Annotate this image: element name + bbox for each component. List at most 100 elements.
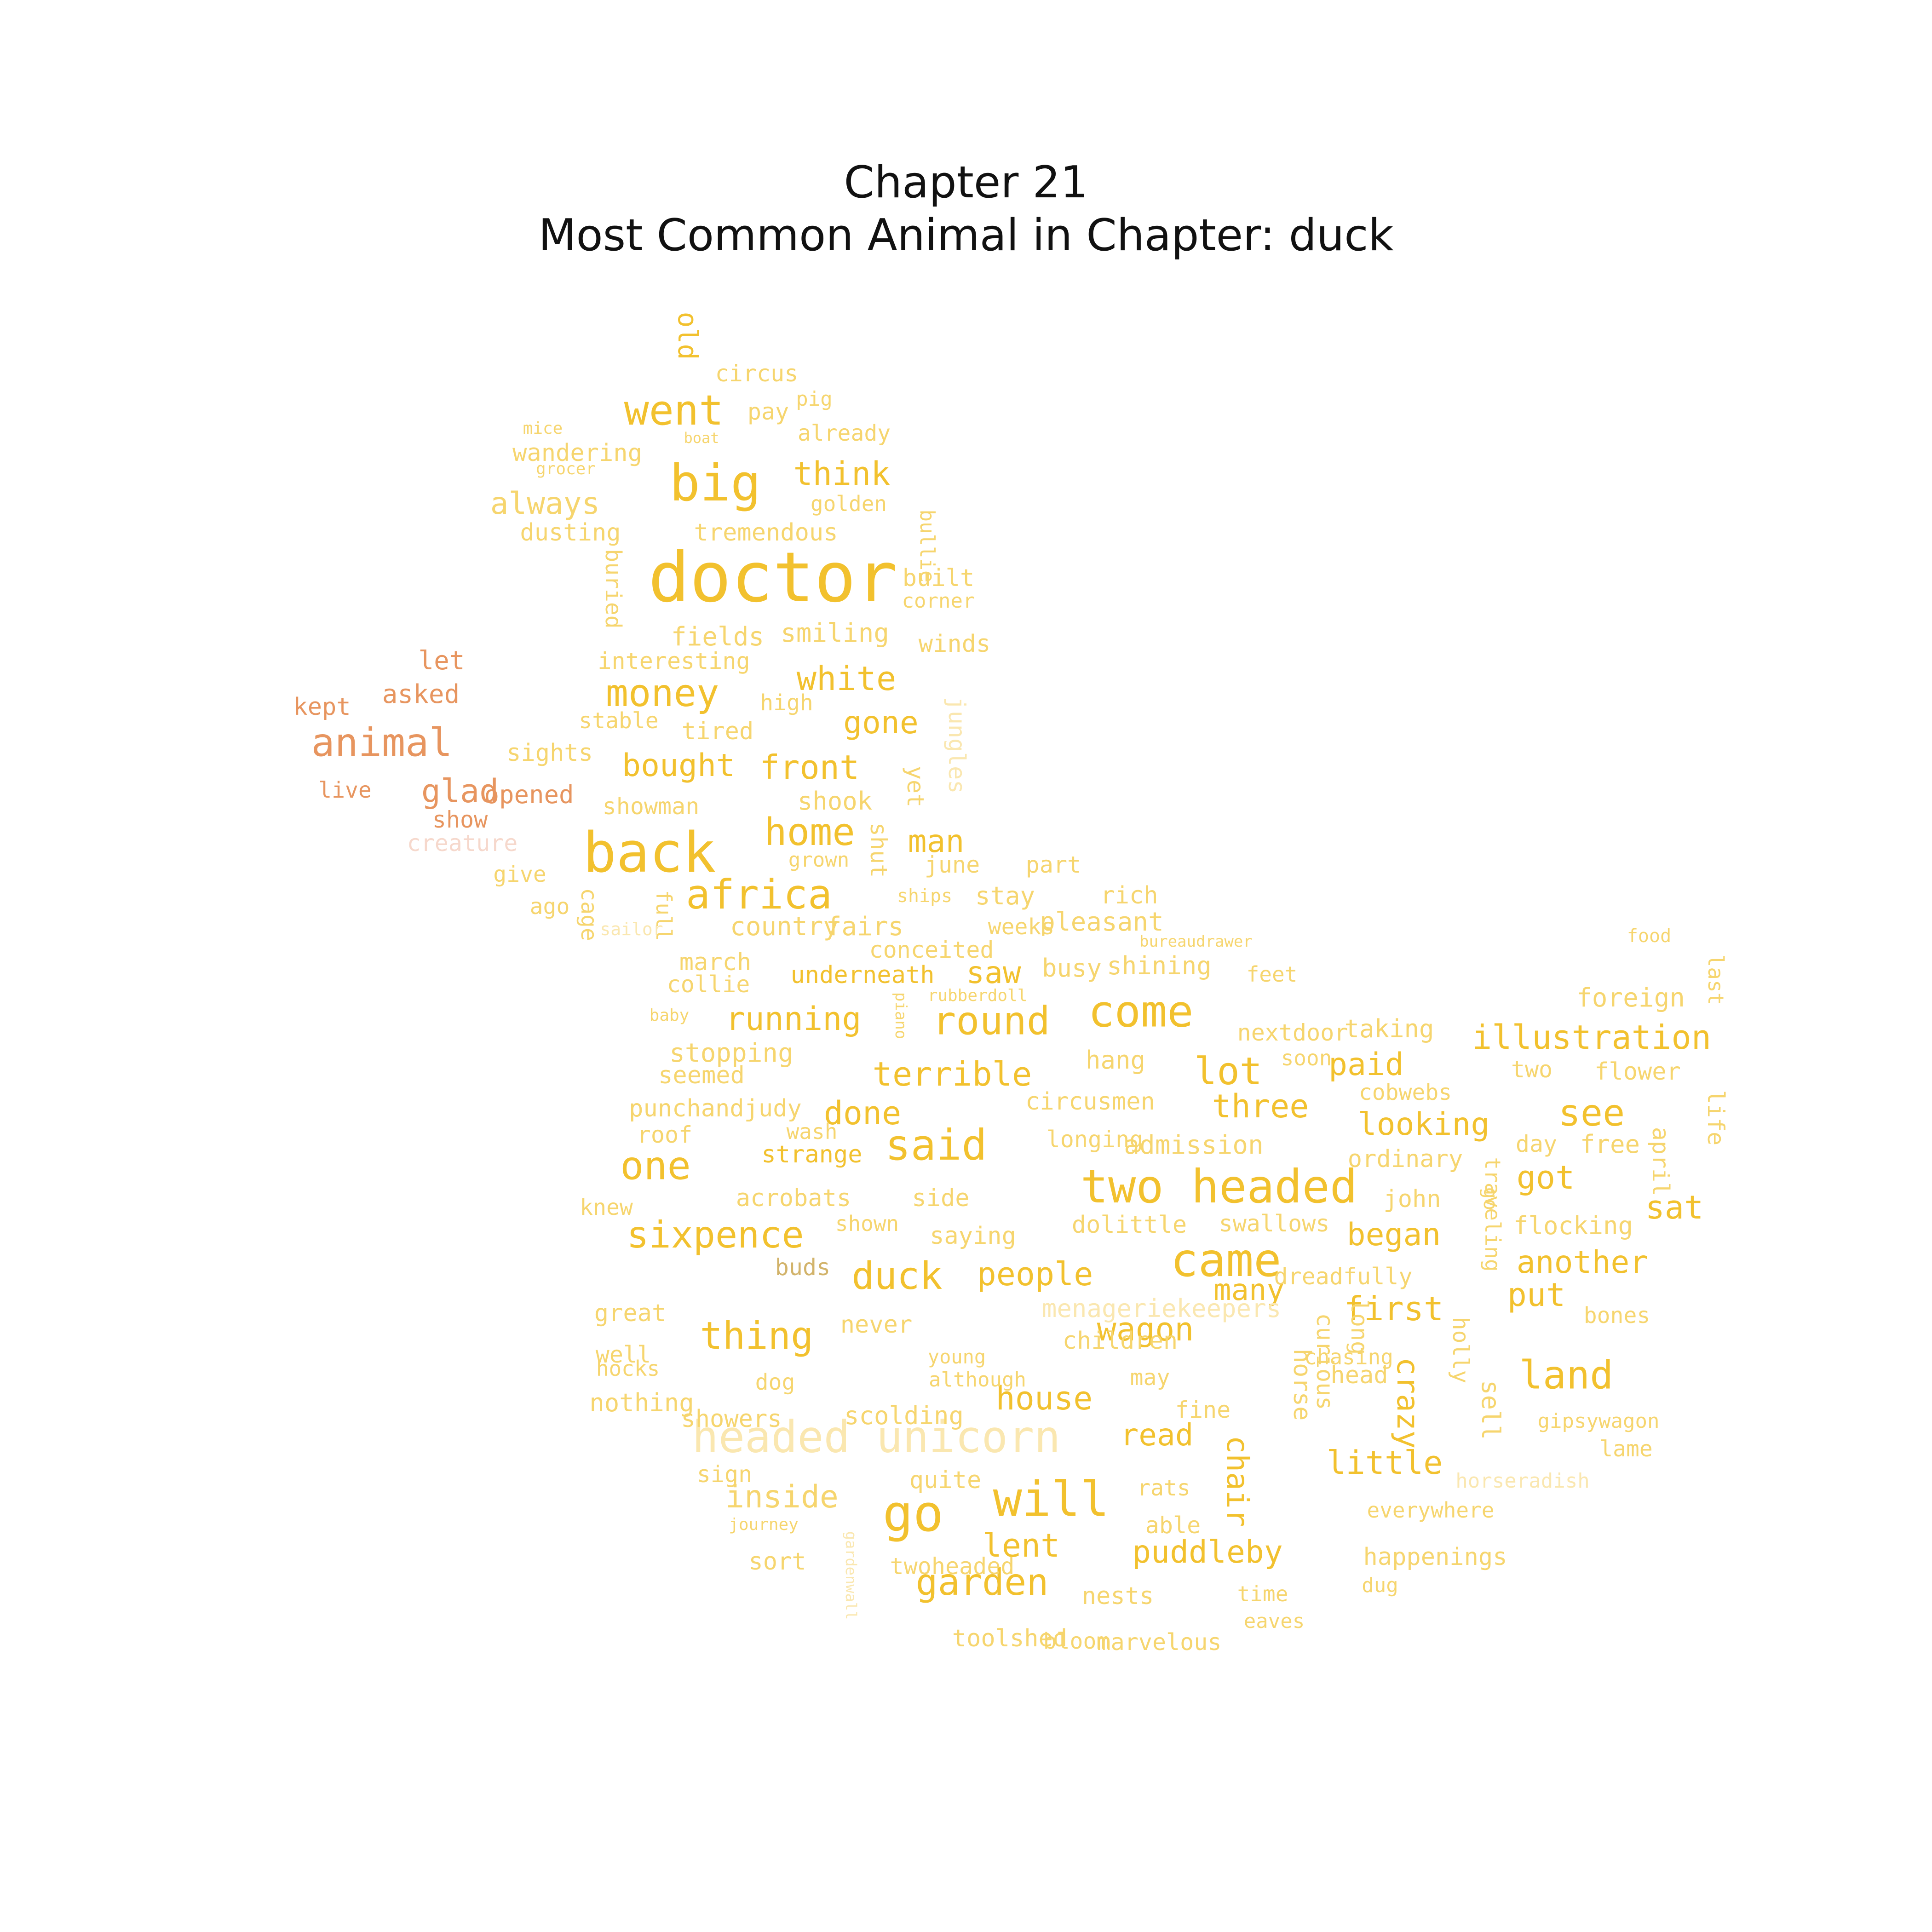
word-cloud-word: stay <box>975 881 1035 910</box>
word-cloud-word: country <box>730 912 839 942</box>
word-cloud-word: stopping <box>669 1038 794 1068</box>
word-cloud-word: full <box>651 890 676 941</box>
word-cloud-word: come <box>1088 986 1194 1037</box>
word-cloud-word: corner <box>902 589 975 613</box>
word-cloud-word: rubberdoll <box>927 986 1028 1005</box>
word-cloud-word: young <box>927 1346 986 1368</box>
word-cloud-word: live <box>318 777 372 803</box>
word-cloud-word: sat <box>1645 1189 1704 1226</box>
word-cloud-word: sell <box>1476 1380 1505 1440</box>
word-cloud-word: house <box>995 1380 1093 1417</box>
word-cloud-word: dog <box>755 1369 795 1395</box>
word-cloud-word: winds <box>918 630 991 658</box>
word-cloud-word: life <box>1702 1090 1729 1146</box>
word-cloud-word: march <box>679 949 752 976</box>
word-cloud-word: sixpence <box>627 1213 804 1256</box>
word-cloud-word: flower <box>1594 1058 1681 1086</box>
word-cloud-word: foreign <box>1576 983 1685 1013</box>
word-cloud-word: quite <box>909 1466 982 1494</box>
word-cloud-word: shown <box>835 1211 899 1236</box>
word-cloud-word: traveling <box>1480 1157 1505 1272</box>
word-cloud-word: old <box>672 311 703 360</box>
word-cloud-word: two headed <box>1080 1160 1358 1213</box>
word-cloud-word: yet <box>902 765 929 808</box>
word-cloud-word: land <box>1519 1352 1614 1398</box>
word-cloud-word: fairs <box>826 912 904 942</box>
word-cloud-word: swallows <box>1219 1210 1330 1237</box>
word-cloud-word: ago <box>529 894 570 920</box>
word-cloud-word: admission <box>1124 1130 1264 1160</box>
word-cloud-word: done <box>823 1094 902 1132</box>
word-cloud-word: circus <box>715 360 799 387</box>
word-cloud-word: wagon <box>1097 1311 1194 1348</box>
word-cloud-word: pig <box>796 387 833 411</box>
word-cloud-word: garden <box>915 1561 1049 1604</box>
word-cloud-word: got <box>1516 1159 1575 1196</box>
word-cloud-word: rich <box>1100 882 1158 909</box>
word-cloud-word: duck <box>851 1254 943 1298</box>
word-cloud-word: lame <box>1599 1436 1653 1462</box>
word-cloud-word: knew <box>580 1195 633 1220</box>
word-cloud-word: let <box>418 646 465 676</box>
word-cloud-word: punchandjudy <box>629 1095 802 1122</box>
word-cloud-word: chair <box>1220 1435 1255 1527</box>
word-cloud-word: home <box>764 811 855 854</box>
word-cloud-word: scolding <box>844 1401 964 1430</box>
word-cloud-word: john <box>1383 1185 1441 1213</box>
word-cloud-word: weeks <box>988 914 1055 940</box>
word-cloud-word: sailor <box>600 919 663 939</box>
word-cloud-word: although <box>929 1368 1026 1392</box>
chart-title-chapter: Chapter 21 <box>844 157 1088 208</box>
word-cloud-word: crazy <box>1390 1357 1426 1449</box>
word-cloud-word: headed unicorn <box>692 1412 1061 1463</box>
word-cloud-word: nothing <box>589 1388 694 1417</box>
word-cloud-word: twoheaded <box>890 1553 1015 1580</box>
word-cloud-word: ships <box>897 886 953 907</box>
word-cloud-word: always <box>490 486 600 521</box>
word-cloud-word: last <box>1703 954 1728 1006</box>
word-cloud-word: man <box>908 823 965 860</box>
word-cloud-word: underneath <box>790 961 935 989</box>
word-cloud-word: high <box>760 690 813 716</box>
word-cloud-word: wandering <box>512 439 642 467</box>
word-cloud-word: put <box>1507 1276 1566 1314</box>
word-cloud-word: puddleby <box>1132 1534 1283 1570</box>
word-cloud-word: africa <box>686 871 832 918</box>
word-cloud-word: feet <box>1246 962 1298 987</box>
word-cloud-word: glad <box>421 772 499 810</box>
word-cloud-word: june <box>924 851 980 878</box>
word-cloud-word: dusting <box>520 519 621 546</box>
word-cloud-word: taking <box>1344 1014 1434 1043</box>
word-cloud-word: nests <box>1081 1582 1154 1610</box>
word-cloud-word: two <box>1511 1056 1553 1083</box>
word-cloud-word: may <box>1130 1365 1170 1391</box>
word-cloud-word: saying <box>930 1222 1016 1250</box>
word-cloud-word: first <box>1344 1289 1444 1328</box>
word-cloud-word: bloom <box>1043 1628 1110 1654</box>
word-cloud-word: children <box>1062 1327 1178 1355</box>
word-cloud-word: chasing <box>1304 1345 1393 1369</box>
word-cloud-word: sign <box>696 1461 753 1488</box>
word-cloud-word: dreadfully <box>1274 1263 1413 1290</box>
word-cloud-word: tired <box>681 718 754 745</box>
word-cloud-word: strange <box>761 1141 862 1168</box>
word-cloud-word: piano <box>891 992 910 1040</box>
word-cloud-word: began <box>1346 1217 1441 1253</box>
word-cloud-word: seemed <box>658 1062 745 1089</box>
word-cloud-word: able <box>1145 1512 1201 1539</box>
word-cloud-word: doctor <box>648 538 897 618</box>
word-cloud-word: never <box>840 1311 913 1339</box>
word-cloud-word: happenings <box>1363 1543 1507 1571</box>
word-cloud-word: flocking <box>1513 1211 1633 1240</box>
word-cloud-word: holly <box>1448 1317 1473 1384</box>
word-cloud-word: time <box>1237 1581 1288 1606</box>
word-cloud-word: went <box>624 386 724 435</box>
word-cloud-word: fields <box>671 622 765 652</box>
word-cloud-word: great <box>594 1300 667 1327</box>
word-cloud-word: said <box>885 1121 987 1170</box>
word-cloud-word: grocer <box>535 460 596 478</box>
word-cloud-word: conceited <box>869 937 994 963</box>
word-cloud-word: journey <box>729 1515 799 1534</box>
word-cloud-word: baby <box>649 1006 690 1025</box>
word-cloud-word: stable <box>579 708 659 734</box>
